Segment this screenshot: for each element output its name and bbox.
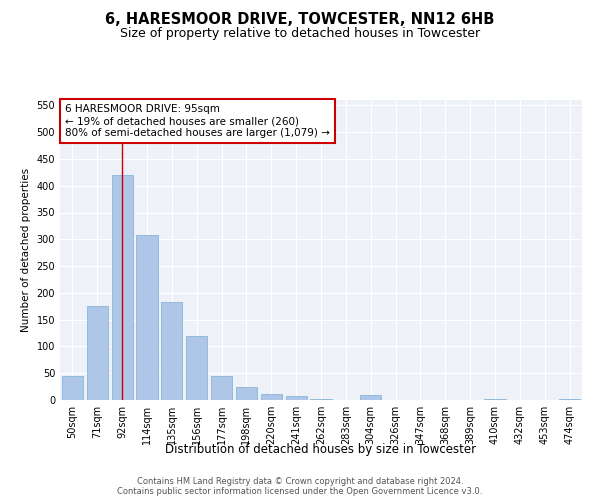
Bar [186, 336, 207, 400]
Text: Distribution of detached houses by size in Towcester: Distribution of detached houses by size … [166, 442, 476, 456]
Y-axis label: Number of detached properties: Number of detached properties [21, 168, 31, 332]
Text: Size of property relative to detached houses in Towcester: Size of property relative to detached ho… [120, 28, 480, 40]
Bar [286, 396, 307, 400]
Bar [62, 376, 83, 400]
Bar [112, 175, 133, 400]
Text: Contains HM Land Registry data © Crown copyright and database right 2024.: Contains HM Land Registry data © Crown c… [137, 478, 463, 486]
Bar [261, 394, 282, 400]
Bar [236, 386, 257, 400]
Text: 6, HARESMOOR DRIVE, TOWCESTER, NN12 6HB: 6, HARESMOOR DRIVE, TOWCESTER, NN12 6HB [106, 12, 494, 28]
Bar [484, 399, 506, 400]
Bar [360, 395, 381, 400]
Bar [136, 235, 158, 400]
Bar [161, 302, 182, 400]
Bar [211, 376, 232, 400]
Bar [559, 399, 580, 400]
Bar [310, 399, 332, 400]
Text: Contains public sector information licensed under the Open Government Licence v3: Contains public sector information licen… [118, 488, 482, 496]
Bar [87, 306, 108, 400]
Text: 6 HARESMOOR DRIVE: 95sqm
← 19% of detached houses are smaller (260)
80% of semi-: 6 HARESMOOR DRIVE: 95sqm ← 19% of detach… [65, 104, 330, 138]
